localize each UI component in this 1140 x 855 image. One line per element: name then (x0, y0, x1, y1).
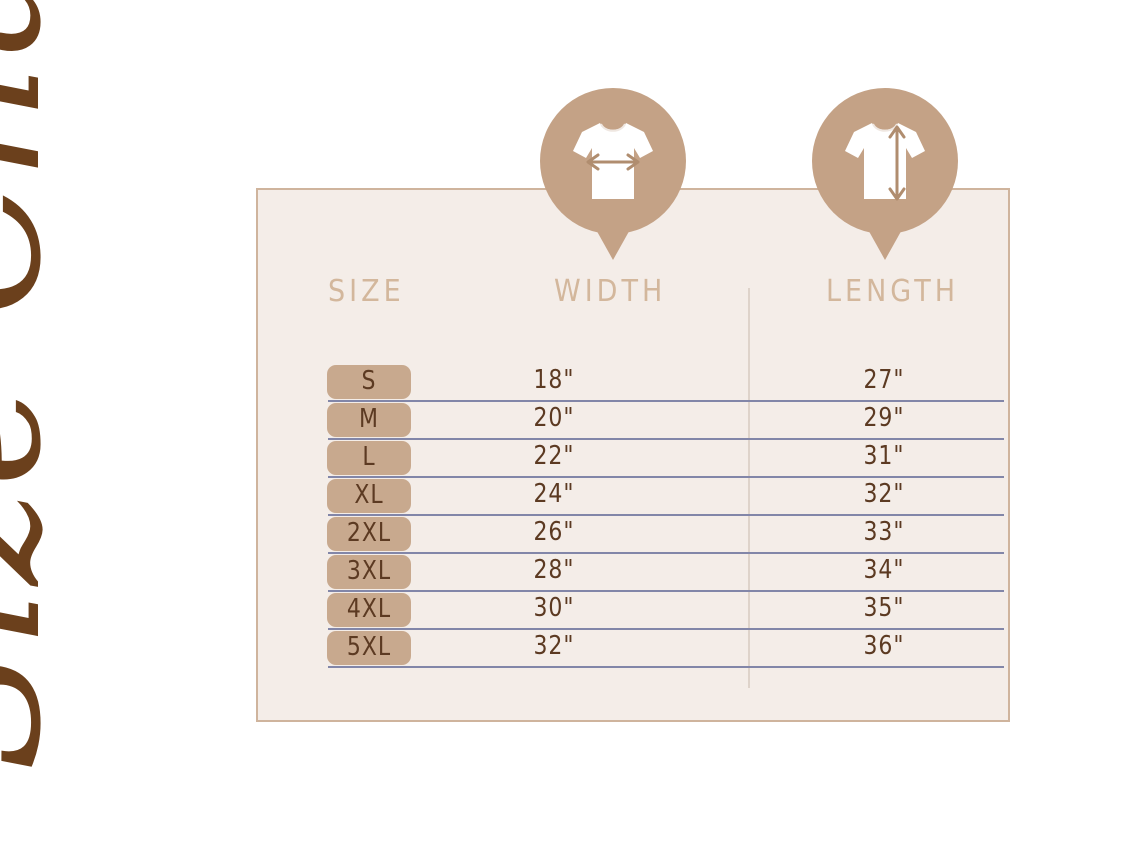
row-separator (328, 476, 1004, 478)
badge-pointer (866, 226, 904, 260)
row-separator (328, 590, 1004, 592)
width-value: 24" (533, 479, 575, 510)
table-row: 3XL 28" 34" (256, 554, 1010, 592)
row-separator (328, 666, 1004, 668)
width-badge (540, 88, 686, 260)
size-table: SIZE WIDTH LENGTH S 18" 27" M 20" 29" L 22" 31" X… (256, 188, 1010, 722)
size-label: 4XL (346, 594, 392, 625)
size-label: 5XL (346, 632, 392, 663)
table-row: 4XL 30" 35" (256, 592, 1010, 630)
row-separator (328, 552, 1004, 554)
column-header-length: LENGTH (826, 274, 960, 309)
length-badge (812, 88, 958, 260)
table-row: 2XL 26" 33" (256, 516, 1010, 554)
size-pill: M (327, 403, 411, 437)
row-separator (328, 400, 1004, 402)
table-rows: S 18" 27" M 20" 29" L 22" 31" XL 24" 32" 2XL 26" 33" 3X… (256, 364, 1010, 668)
size-pill: L (327, 441, 411, 475)
row-separator (328, 628, 1004, 630)
column-divider (748, 288, 750, 688)
size-label: S (361, 366, 377, 397)
badge-pointer (594, 226, 632, 260)
table-row: XL 24" 32" (256, 478, 1010, 516)
width-shirt-icon (573, 123, 653, 199)
column-header-size: SIZE (328, 274, 405, 309)
length-value: 36" (863, 631, 905, 662)
table-row: S 18" 27" (256, 364, 1010, 402)
length-value: 34" (863, 555, 905, 586)
size-label: L (362, 442, 376, 473)
length-shirt-icon (845, 123, 925, 201)
size-label: 2XL (346, 518, 392, 549)
width-value: 28" (533, 555, 575, 586)
length-value: 33" (863, 517, 905, 548)
size-label: XL (354, 480, 384, 511)
size-pill: XL (327, 479, 411, 513)
length-value: 35" (863, 593, 905, 624)
size-pill: 5XL (327, 631, 411, 665)
width-value: 18" (533, 365, 575, 396)
size-pill: 3XL (327, 555, 411, 589)
width-value: 20" (533, 403, 575, 434)
size-label: M (359, 404, 379, 435)
size-pill: 4XL (327, 593, 411, 627)
length-value: 29" (863, 403, 905, 434)
row-separator (328, 514, 1004, 516)
row-separator (328, 438, 1004, 440)
table-row: L 22" 31" (256, 440, 1010, 478)
width-value: 30" (533, 593, 575, 624)
table-row: M 20" 29" (256, 402, 1010, 440)
table-row: 5XL 32" 36" (256, 630, 1010, 668)
column-header-width: WIDTH (554, 274, 667, 309)
width-value: 32" (533, 631, 575, 662)
title-text-size-chart: Size Chart (0, 0, 81, 772)
size-pill: 2XL (327, 517, 411, 551)
size-pill: S (327, 365, 411, 399)
width-value: 26" (533, 517, 575, 548)
length-value: 31" (863, 441, 905, 472)
length-value: 32" (863, 479, 905, 510)
length-value: 27" (863, 365, 905, 396)
size-label: 3XL (346, 556, 392, 587)
width-value: 22" (533, 441, 575, 472)
